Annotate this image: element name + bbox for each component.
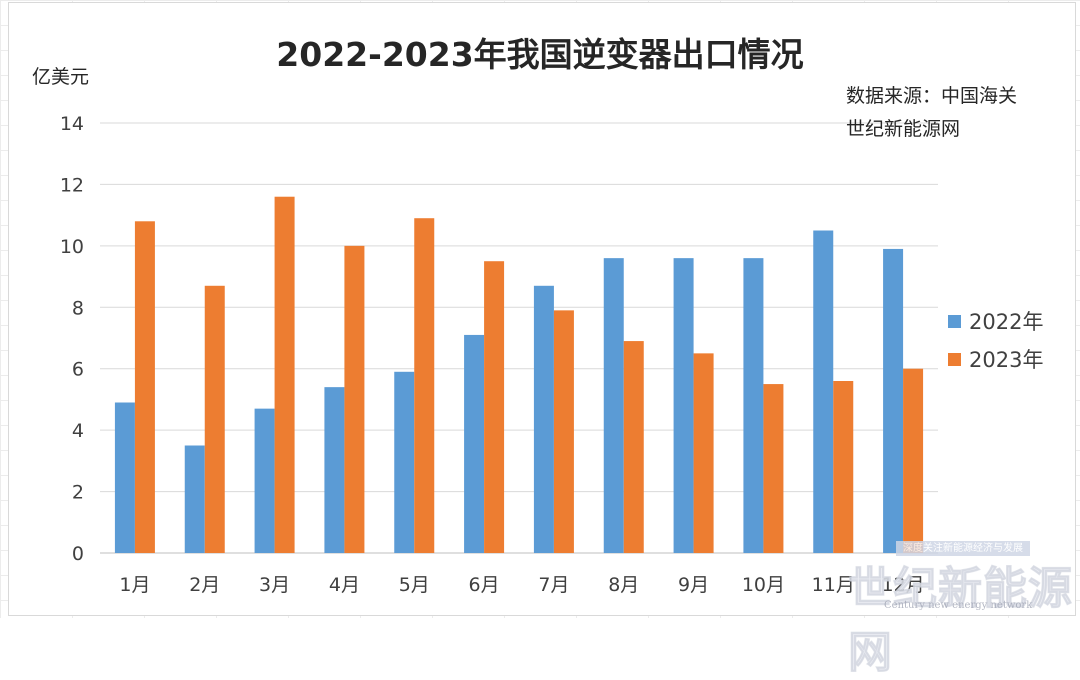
legend-item-2022: 2022年 [948, 302, 1043, 340]
bar-2023 [623, 341, 644, 553]
source-annotation: 数据来源：中国海关 世纪新能源网 [846, 80, 1017, 146]
x-tick-label: 3月 [259, 574, 290, 596]
chart-legend: 2022年 2023年 [948, 302, 1043, 378]
legend-label-2022: 2022年 [969, 310, 1044, 334]
bar-2022 [743, 258, 764, 553]
x-tick-label: 6月 [469, 574, 500, 596]
bar-2022 [464, 334, 485, 553]
bar-2023 [204, 285, 225, 553]
x-tick-label: 11月 [812, 574, 855, 596]
bar-2022 [184, 445, 205, 553]
bar-2023 [134, 221, 155, 554]
y-tick-label: 10 [60, 236, 84, 258]
bar-2022 [533, 285, 554, 553]
x-tick-label: 5月 [399, 574, 430, 596]
watermark-logo: 世纪新能源网 [848, 563, 1073, 679]
chart-plot: 0 2 4 6 8 10 12 14 1月 2月 3月 4月 5月 6月 7月 8月 9月 10月 11月 12月 [60, 113, 938, 596]
bar-2022 [603, 258, 624, 553]
x-tick-label: 1月 [119, 574, 150, 596]
y-tick-label: 8 [72, 297, 84, 319]
bar-2022 [394, 371, 415, 553]
y-tick-label: 4 [72, 420, 84, 442]
bar-2022 [114, 402, 135, 553]
legend-label-2023: 2023年 [969, 348, 1044, 372]
x-tick-label: 2月 [189, 574, 220, 596]
bar-2022 [813, 230, 834, 553]
x-tick-label: 9月 [678, 574, 709, 596]
bar-2023 [274, 196, 295, 553]
bar-2023 [344, 245, 365, 553]
y-tick-label: 12 [60, 174, 84, 196]
bar-2022 [324, 387, 345, 553]
bar-2022 [883, 248, 904, 553]
bar-2023 [903, 368, 924, 553]
y-tick-label: 0 [72, 543, 84, 565]
y-tick-label: 6 [72, 359, 84, 381]
bar-2023 [414, 218, 435, 553]
bar-2023 [833, 381, 854, 553]
bar-2023 [693, 353, 714, 553]
y-tick-label: 14 [60, 113, 84, 135]
x-tick-label: 4月 [329, 574, 360, 596]
x-tick-label: 12月 [881, 574, 924, 596]
x-tick-label: 8月 [608, 574, 639, 596]
publisher-line: 世纪新能源网 [846, 118, 961, 140]
watermark-subtitle: Century new energy network [884, 600, 1033, 611]
legend-swatch-2023 [948, 352, 961, 366]
legend-item-2023: 2023年 [948, 340, 1043, 378]
x-tick-label: 10月 [742, 574, 785, 596]
bar-2023 [763, 384, 784, 553]
source-line: 数据来源：中国海关 [846, 85, 1018, 107]
y-axis-unit-label: 亿美元 [32, 66, 90, 88]
x-tick-label: 7月 [538, 574, 569, 596]
bar-2023 [553, 310, 574, 553]
y-tick-label: 2 [72, 482, 84, 504]
watermark-tag: 深度关注新能源经济与发展 [896, 541, 1030, 556]
bar-2023 [484, 261, 505, 553]
bar-2022 [673, 258, 694, 553]
chart-title: 2022-2023年我国逆变器出口情况 [276, 35, 804, 74]
bar-2022 [254, 408, 275, 553]
legend-swatch-2022 [948, 314, 961, 328]
